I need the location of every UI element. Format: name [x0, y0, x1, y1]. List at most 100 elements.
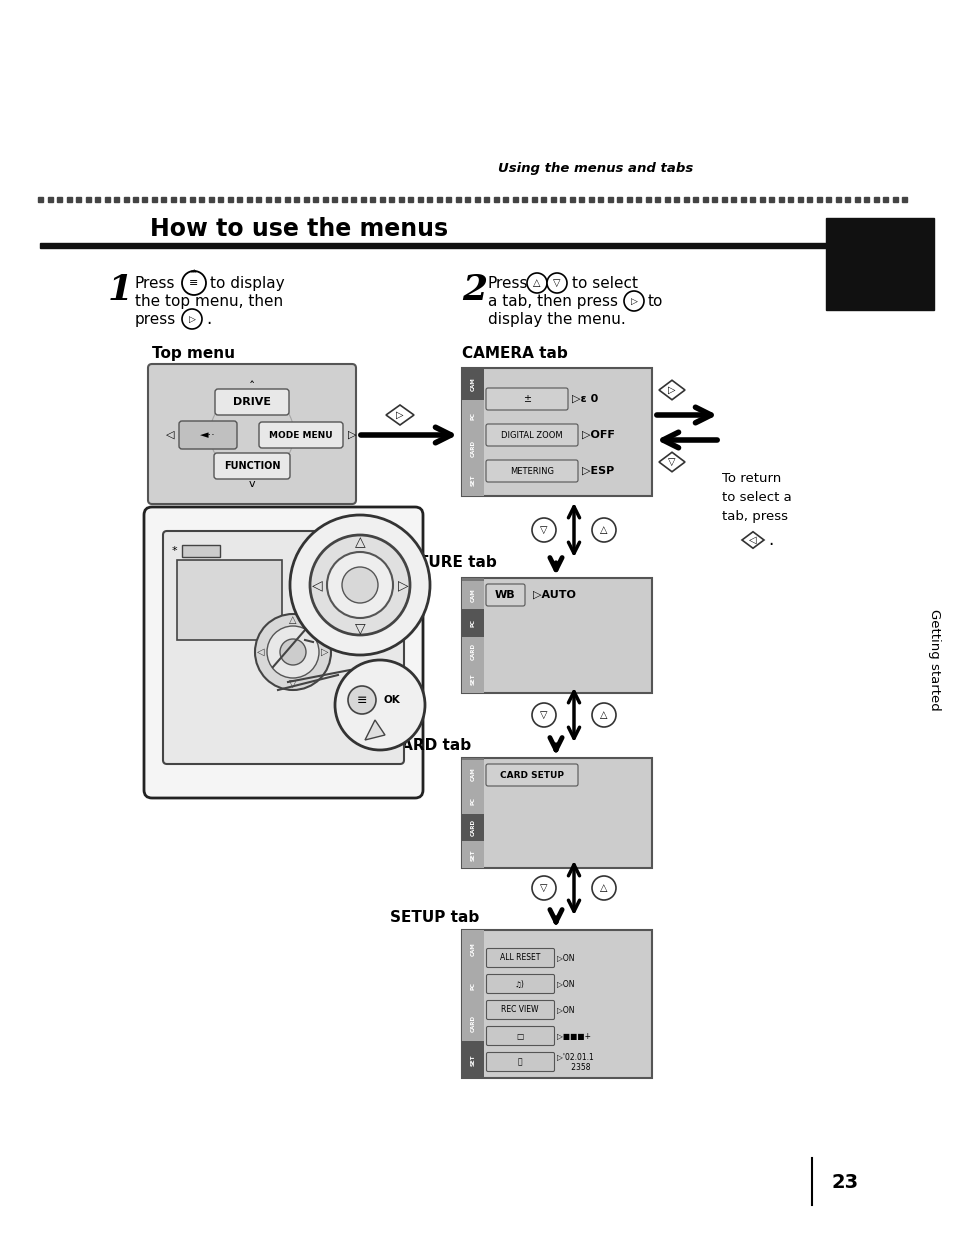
- Circle shape: [341, 567, 377, 603]
- Text: CARD: CARD: [470, 643, 475, 660]
- Text: ▷: ▷: [189, 314, 195, 323]
- Text: CAM: CAM: [470, 378, 475, 391]
- FancyBboxPatch shape: [486, 974, 554, 994]
- Circle shape: [335, 660, 424, 750]
- Bar: [209, 197, 213, 202]
- Bar: [182, 545, 220, 557]
- Text: △: △: [599, 525, 607, 535]
- Text: to: to: [647, 293, 662, 308]
- Text: △: △: [599, 883, 607, 893]
- Text: to display: to display: [210, 276, 284, 291]
- Circle shape: [254, 614, 331, 690]
- Bar: [132, 197, 138, 202]
- FancyBboxPatch shape: [486, 1000, 554, 1020]
- Bar: [513, 197, 517, 202]
- Circle shape: [327, 552, 393, 618]
- FancyBboxPatch shape: [144, 508, 422, 799]
- Bar: [113, 197, 119, 202]
- Bar: [266, 197, 271, 202]
- Polygon shape: [386, 405, 414, 425]
- Bar: [247, 197, 252, 202]
- Text: ▷: ▷: [397, 578, 408, 592]
- Bar: [461, 609, 483, 638]
- Bar: [294, 197, 299, 202]
- Bar: [626, 197, 631, 202]
- Bar: [788, 197, 793, 202]
- Text: ▽: ▽: [539, 525, 547, 535]
- Bar: [769, 197, 774, 202]
- Bar: [408, 197, 413, 202]
- Bar: [436, 197, 441, 202]
- Bar: [461, 930, 483, 1078]
- Text: SET: SET: [470, 474, 475, 485]
- Bar: [67, 197, 71, 202]
- Text: ▷OFF: ▷OFF: [581, 430, 615, 439]
- Bar: [750, 197, 755, 202]
- Text: OK: OK: [383, 695, 400, 704]
- Text: ▷AUTO: ▷AUTO: [533, 591, 576, 600]
- Bar: [199, 197, 204, 202]
- Text: PC: PC: [470, 797, 475, 805]
- Text: CARD tab: CARD tab: [390, 738, 471, 753]
- Bar: [398, 197, 403, 202]
- Text: ◁: ◁: [312, 578, 322, 592]
- FancyBboxPatch shape: [148, 364, 355, 504]
- Text: SET: SET: [470, 1055, 475, 1066]
- Text: ok: ok: [191, 269, 197, 274]
- Text: ◁: ◁: [166, 430, 174, 439]
- Circle shape: [182, 271, 206, 295]
- Bar: [237, 197, 242, 202]
- Bar: [578, 197, 584, 202]
- Bar: [275, 197, 280, 202]
- Bar: [38, 197, 43, 202]
- Bar: [370, 197, 375, 202]
- Text: SET: SET: [470, 849, 475, 860]
- Text: 1: 1: [108, 274, 133, 307]
- Bar: [844, 197, 850, 202]
- Text: Using the menus and tabs: Using the menus and tabs: [497, 161, 693, 175]
- Text: ▷ε 0: ▷ε 0: [572, 394, 598, 404]
- Text: press: press: [135, 312, 176, 327]
- Bar: [461, 368, 651, 496]
- Bar: [461, 930, 651, 1078]
- Text: □: □: [516, 1031, 523, 1040]
- FancyBboxPatch shape: [258, 422, 343, 448]
- Text: ▷: ▷: [395, 410, 403, 420]
- Bar: [461, 432, 483, 464]
- Bar: [588, 197, 594, 202]
- Bar: [256, 197, 261, 202]
- Bar: [541, 197, 546, 202]
- Bar: [461, 930, 483, 967]
- Text: to select: to select: [572, 276, 638, 291]
- Bar: [76, 197, 81, 202]
- Bar: [427, 197, 432, 202]
- Text: ♫): ♫): [515, 979, 524, 988]
- Text: CAM: CAM: [470, 768, 475, 781]
- Bar: [835, 197, 841, 202]
- Bar: [484, 197, 489, 202]
- Text: WB: WB: [495, 591, 515, 600]
- Text: ±: ±: [522, 394, 531, 404]
- Text: CARD: CARD: [470, 820, 475, 837]
- Bar: [522, 197, 527, 202]
- Bar: [645, 197, 650, 202]
- Bar: [461, 578, 483, 693]
- Bar: [360, 197, 366, 202]
- FancyBboxPatch shape: [485, 423, 578, 446]
- Circle shape: [532, 703, 556, 727]
- Text: CAM: CAM: [470, 588, 475, 602]
- Bar: [461, 1041, 483, 1078]
- Bar: [882, 197, 887, 202]
- Bar: [712, 197, 717, 202]
- Text: Press: Press: [135, 276, 175, 291]
- Bar: [40, 243, 915, 248]
- Text: PC: PC: [470, 619, 475, 626]
- FancyBboxPatch shape: [163, 531, 403, 764]
- Text: ▷ON: ▷ON: [557, 979, 574, 988]
- Circle shape: [623, 291, 643, 311]
- Bar: [389, 197, 395, 202]
- Circle shape: [310, 535, 410, 635]
- Text: DRIVE: DRIVE: [233, 397, 271, 407]
- Bar: [333, 197, 337, 202]
- Bar: [797, 197, 802, 202]
